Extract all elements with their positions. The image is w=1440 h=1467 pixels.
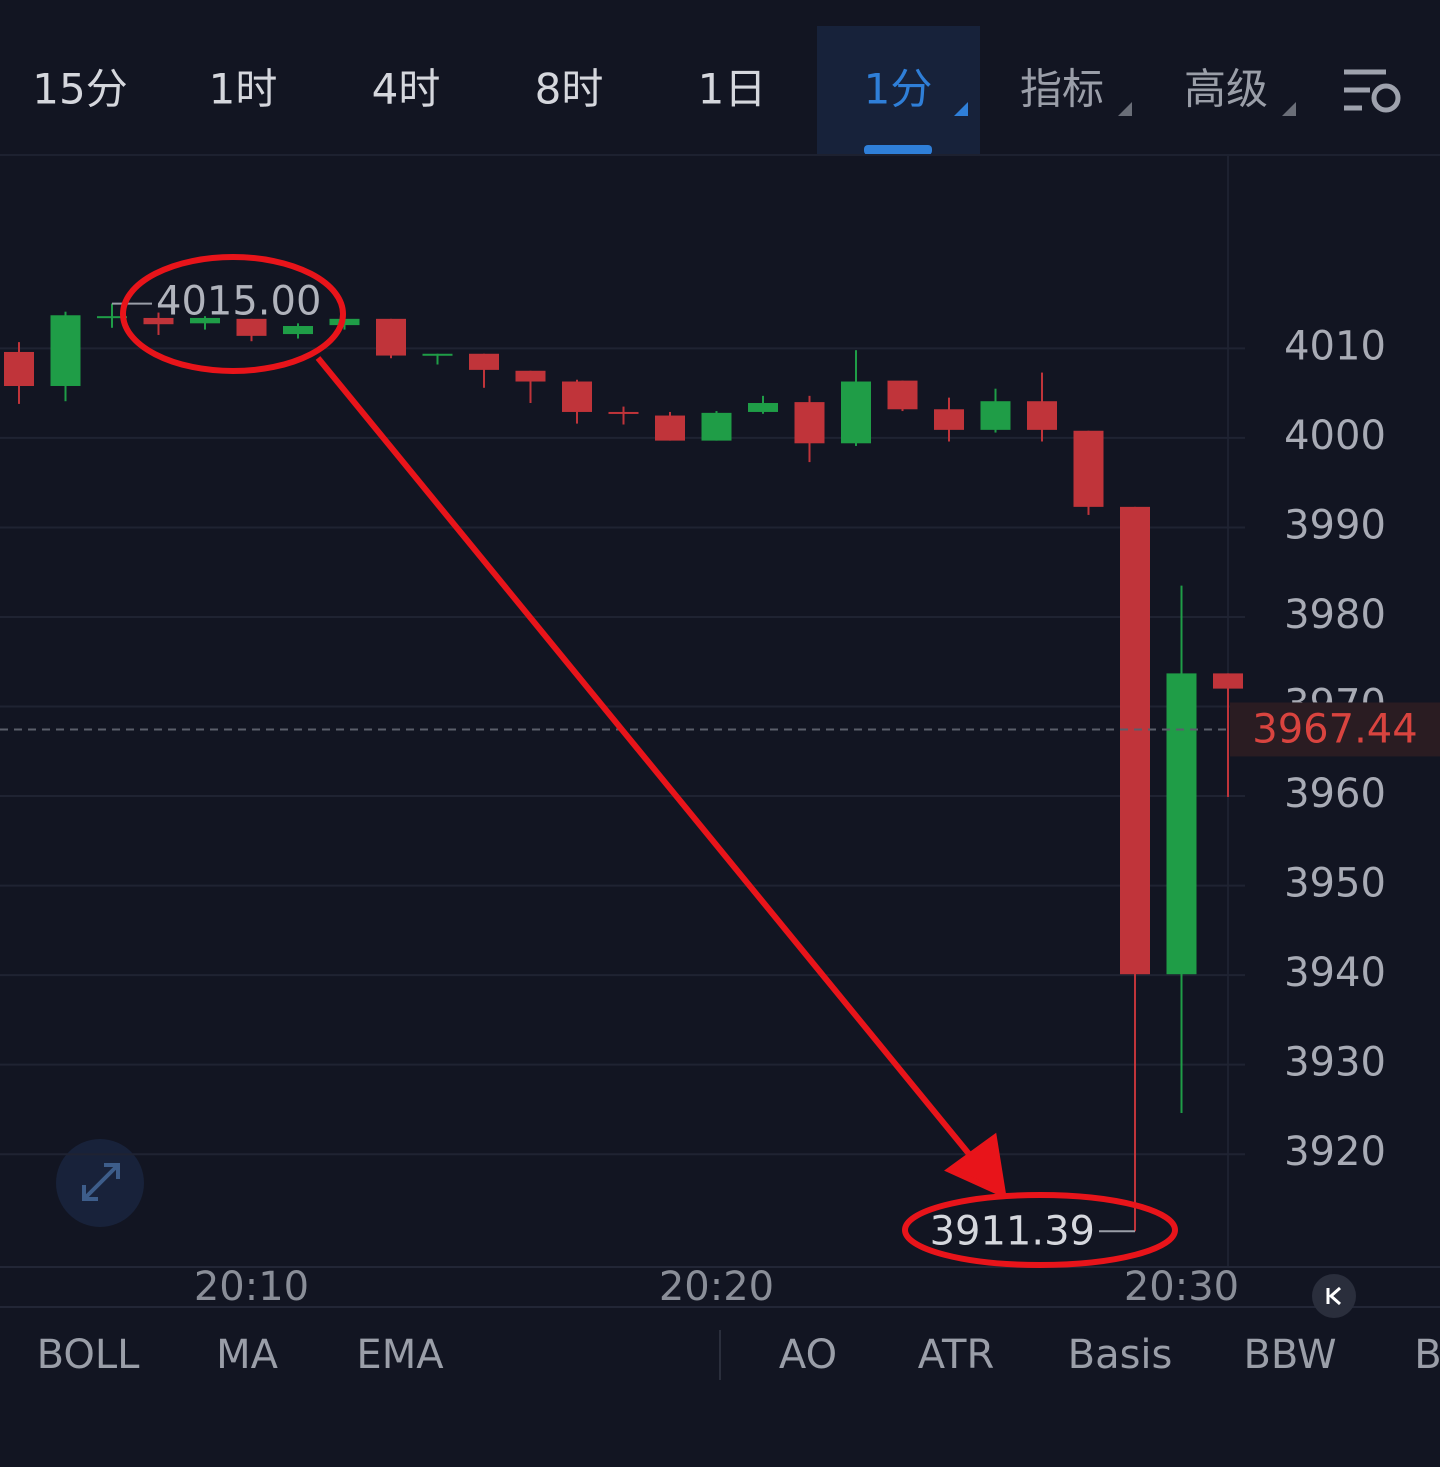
candle-body	[376, 318, 406, 356]
y-tick-label: 3950	[1284, 861, 1386, 907]
y-tick-label: 3990	[1284, 502, 1386, 548]
candle-body	[515, 370, 546, 382]
scroll-button[interactable]	[1312, 1274, 1356, 1318]
tab[interactable]: 15分	[32, 65, 127, 114]
candle-body	[1213, 673, 1243, 689]
dropdown-caret	[954, 102, 968, 116]
current-price-label: 3967.44	[1252, 706, 1417, 752]
y-tick-label: 3980	[1284, 592, 1386, 638]
candle-body	[887, 380, 918, 410]
tab[interactable]: 1分	[864, 65, 933, 114]
candle-body	[236, 318, 267, 336]
low-marker-label: 3911.39	[930, 1208, 1095, 1254]
tab[interactable]: 4时	[372, 65, 441, 114]
x-tick-label: 20:30	[1124, 1264, 1239, 1310]
current-price-box	[1230, 702, 1440, 757]
annotation	[120, 254, 1178, 1268]
candle-body	[655, 415, 685, 441]
active-tab-bg	[817, 26, 980, 155]
high-marker-label: 4015.00	[156, 279, 321, 325]
tab[interactable]: 1日	[698, 65, 767, 114]
indicator[interactable]: EMA	[356, 1332, 444, 1378]
indicator[interactable]: B	[1414, 1332, 1440, 1378]
y-tick-label: 3960	[1284, 771, 1386, 817]
candle-body	[608, 411, 639, 414]
candle-body	[841, 381, 871, 444]
candle-body	[190, 317, 220, 324]
y-tick-label: 4000	[1284, 413, 1386, 459]
x-tick-label: 20:10	[194, 1264, 309, 1310]
candle-body	[283, 326, 313, 335]
indicator[interactable]: MA	[216, 1332, 279, 1378]
candle-body	[97, 316, 127, 319]
candle-body	[794, 402, 825, 444]
candle-body	[748, 403, 778, 412]
candle-body	[1027, 401, 1057, 430]
candle-body	[934, 409, 964, 430]
candle-body	[562, 381, 592, 412]
candle-body	[143, 317, 174, 325]
candle-body	[4, 351, 34, 386]
y-tick-label: 4010	[1284, 323, 1386, 369]
tab[interactable]: 指标	[1020, 65, 1104, 114]
indicator[interactable]: AO	[779, 1332, 837, 1378]
tab[interactable]: 1时	[209, 65, 278, 114]
candle-body	[1166, 673, 1197, 975]
tab[interactable]: 高级	[1184, 65, 1268, 114]
indicator[interactable]: BBW	[1243, 1332, 1336, 1378]
x-tick-label: 20:20	[659, 1264, 774, 1310]
expand-icon	[82, 1163, 120, 1201]
candle-body	[1120, 506, 1150, 975]
candle-body	[50, 315, 81, 386]
dropdown-caret	[1282, 102, 1296, 116]
active-tab-underline	[864, 145, 932, 155]
settings-icon[interactable]	[1344, 69, 1401, 113]
y-tick-label: 3940	[1284, 950, 1386, 996]
indicator[interactable]: ATR	[918, 1332, 994, 1378]
y-tick-label: 3930	[1284, 1040, 1386, 1086]
candle-body	[980, 401, 1011, 430]
indicator[interactable]: Basis	[1068, 1332, 1173, 1378]
scroll-icon	[1326, 1286, 1341, 1306]
dropdown-caret	[1118, 102, 1132, 116]
candle-body	[469, 353, 499, 370]
indicator[interactable]: BOLL	[37, 1332, 141, 1378]
tab[interactable]: 8时	[535, 65, 604, 114]
candle-body	[701, 412, 732, 441]
y-tick-label: 3920	[1284, 1129, 1386, 1175]
candle-body	[1073, 430, 1104, 507]
candle-body	[422, 353, 453, 356]
